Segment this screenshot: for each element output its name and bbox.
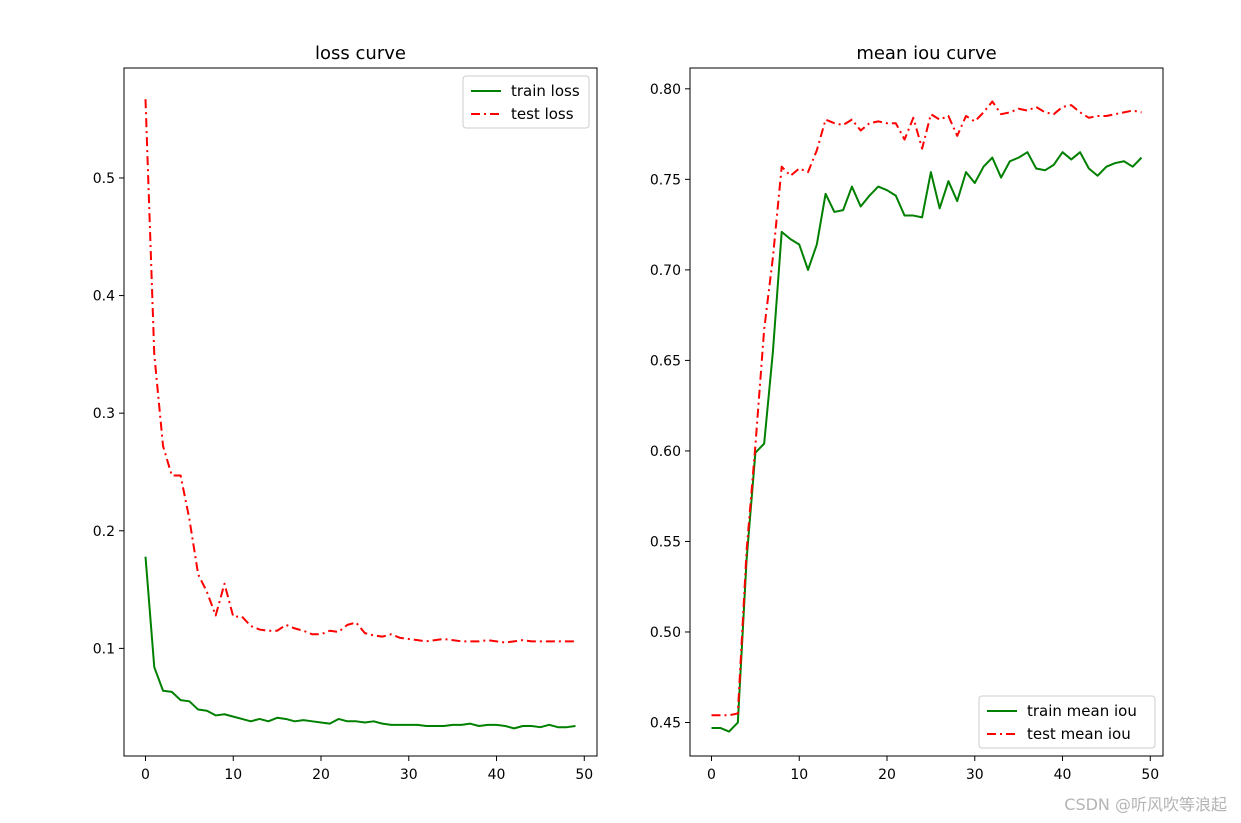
- y-tick-label: 0.55: [650, 534, 681, 550]
- chart-title: mean iou curve: [856, 43, 996, 64]
- x-tick-label: 40: [488, 767, 506, 783]
- axes-frame: [123, 67, 598, 757]
- y-tick-label: 0.45: [650, 716, 681, 732]
- x-tick-label: 30: [400, 767, 418, 783]
- y-tick-label: 0.65: [650, 353, 681, 369]
- legend-label: train loss: [511, 82, 580, 100]
- legend-label: train mean iou: [1027, 702, 1137, 720]
- series-line-train: [711, 151, 1143, 733]
- x-tick-label: 40: [1054, 767, 1072, 783]
- legend-label: test mean iou: [1027, 725, 1131, 743]
- y-tick-label: 0.70: [650, 263, 681, 279]
- axes-frame: [689, 67, 1164, 757]
- legend-box: [978, 695, 1156, 749]
- mean-iou-chart: mean iou curve 0 10 20 30 40 50 0.45 0.50 0.55 0.6…: [650, 43, 1164, 783]
- x-tick-label: 30: [966, 767, 984, 783]
- legend: train loss test loss: [462, 75, 590, 129]
- series-line-test: [144, 99, 576, 644]
- loss-chart: loss curve 0 10 20 30 40 50 0.1 0.2 0.3 0.4 0.5 trai…: [93, 43, 598, 783]
- series-line-train: [144, 556, 576, 730]
- x-tick-label: 50: [575, 767, 593, 783]
- x-tick-label: 10: [224, 767, 242, 783]
- x-tick-label: 0: [707, 767, 716, 783]
- x-tick-label: 20: [312, 767, 330, 783]
- y-tick-label: 0.1: [93, 641, 115, 657]
- y-tick-label: 0.5: [93, 171, 115, 187]
- x-tick-label: 0: [141, 767, 150, 783]
- x-tick-label: 50: [1141, 767, 1159, 783]
- x-tick-label: 10: [790, 767, 808, 783]
- y-tick-label: 0.60: [650, 444, 681, 460]
- y-tick-label: 0.75: [650, 172, 681, 188]
- legend-label: test loss: [511, 105, 574, 123]
- y-tick-label: 0.50: [650, 625, 681, 641]
- y-tick-label: 0.3: [93, 406, 115, 422]
- legend: train mean iou test mean iou: [978, 695, 1156, 749]
- series-line-test: [711, 100, 1142, 717]
- x-tick-label: 20: [878, 767, 896, 783]
- y-tick-label: 0.4: [93, 289, 115, 305]
- chart-title: loss curve: [315, 43, 406, 64]
- y-tick-label: 0.80: [650, 82, 681, 98]
- watermark: CSDN @听风吹等浪起: [1064, 795, 1227, 814]
- y-tick-label: 0.2: [93, 524, 115, 540]
